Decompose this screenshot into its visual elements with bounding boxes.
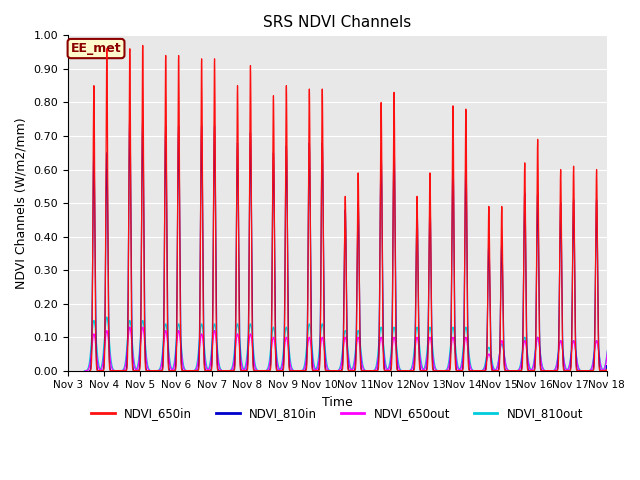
Text: EE_met: EE_met bbox=[71, 42, 122, 55]
Legend: NDVI_650in, NDVI_810in, NDVI_650out, NDVI_810out: NDVI_650in, NDVI_810in, NDVI_650out, NDV… bbox=[86, 403, 588, 425]
X-axis label: Time: Time bbox=[322, 396, 353, 409]
Y-axis label: NDVI Channels (W/m2/mm): NDVI Channels (W/m2/mm) bbox=[15, 117, 28, 289]
Title: SRS NDVI Channels: SRS NDVI Channels bbox=[263, 15, 412, 30]
